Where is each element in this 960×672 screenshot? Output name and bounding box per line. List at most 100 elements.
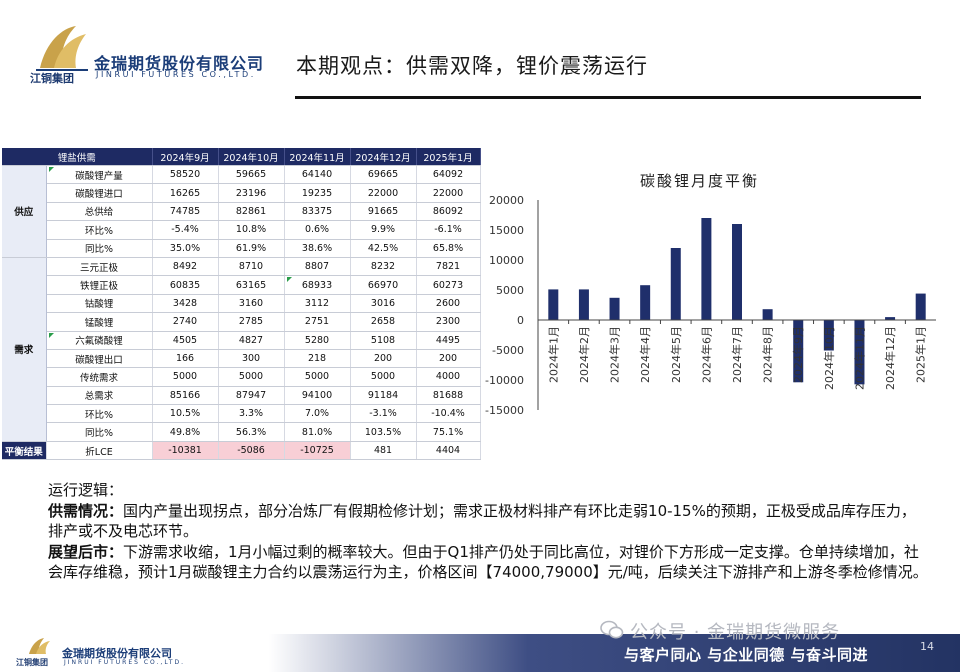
table-cell: 9.9%	[350, 220, 417, 240]
table-cell: 91184	[350, 386, 417, 406]
y-tick-label: -10000	[485, 374, 524, 387]
table-cell: 5280	[284, 331, 351, 350]
outlook-text: 下游需求收缩，1月小幅过剩的概率较大。但由于Q1排产仍处于同比高位，对锂价下方形…	[48, 542, 928, 582]
company-logo-icon	[32, 22, 92, 84]
table-row-balance: 平衡结果 折LCE -10381 -5086 -10725 481 4404	[2, 440, 481, 461]
table-cell: 91665	[350, 202, 417, 222]
chart-title: 碳酸锂月度平衡	[640, 172, 760, 190]
table-cell: 81.0%	[284, 422, 351, 442]
table-cell: 83375	[284, 202, 351, 222]
table-cell: 4495	[416, 331, 481, 350]
table-row: 碳酸锂出口 166 300 218 200 200	[2, 349, 481, 369]
footer-company-cn: 金瑞期货股份有限公司	[62, 647, 172, 660]
watermark-text: 公众号 · 金瑞期货微服务	[630, 622, 841, 643]
table-row: 传统需求 5000 5000 5000 5000 4000	[2, 367, 481, 387]
group-label-balance: 平衡结果	[2, 440, 47, 461]
table-cell: 61.9%	[218, 239, 285, 258]
supply-label: 供需情况：	[48, 501, 124, 520]
table-cell: 68933	[284, 275, 351, 295]
table-cell: -6.1%	[416, 220, 481, 240]
row-label: 碳酸锂产量	[46, 164, 153, 185]
bar	[640, 285, 651, 320]
outlook-paragraph: 展望后市：下游需求收缩，1月小幅过剩的概率较大。但由于Q1排产仍处于同比高位，对…	[48, 542, 928, 583]
bar	[732, 224, 742, 320]
table-cell: 8807	[284, 256, 351, 277]
table-cell: -5086	[218, 440, 285, 461]
supply-text: 国内产量出现拐点，部分冶炼厂有假期检修计划；需求正极材料排产有环比走弱10-15…	[48, 501, 916, 541]
group-label-demand: 需求	[2, 256, 47, 442]
table-row: 锰酸锂 2740 2785 2751 2658 2300	[2, 312, 481, 332]
table-cell: 4404	[416, 440, 481, 461]
y-tick-label: 15000	[489, 224, 524, 237]
table-cell: 38.6%	[284, 239, 351, 258]
bar	[854, 320, 865, 385]
table-row: 钴酸锂 3428 3160 3112 3016 2600	[2, 294, 481, 314]
table-row: 供应 碳酸锂产量 58520 59665 64140 69665 64092	[2, 164, 481, 258]
bar	[823, 320, 834, 351]
bar	[609, 297, 620, 320]
table-header-cell: 2024年11月	[284, 148, 351, 166]
table-cell: 60273	[416, 275, 481, 295]
table-cell: 2300	[416, 312, 481, 332]
bar	[578, 289, 589, 320]
table-cell: 2751	[284, 312, 351, 332]
slide-title: 本期观点：供需双降，锂价震荡运行	[296, 54, 648, 78]
table-cell: 2658	[350, 312, 417, 332]
x-tick-label: 2025年1月	[914, 326, 928, 383]
table-cell: 66970	[350, 275, 417, 295]
table-cell: 22000	[350, 183, 417, 203]
table-header-cell: 2024年10月	[218, 148, 285, 166]
table-cell: 0.6%	[284, 220, 351, 240]
table-cell: 63165	[218, 275, 285, 295]
table-cell: 3016	[350, 294, 417, 314]
table-cell: 82861	[218, 202, 285, 222]
table-cell: 4827	[218, 331, 285, 350]
row-label: 传统需求	[46, 367, 153, 387]
table-row: 需求 三元正极 8492 8710 8807 8232 7821	[2, 256, 481, 442]
y-tick-label: 10000	[489, 254, 524, 267]
x-tick-label: 2024年10月	[822, 326, 836, 390]
x-tick-label: 2024年6月	[699, 326, 713, 383]
table-cell: 200	[416, 349, 481, 369]
y-tick-label: 0	[517, 314, 524, 327]
table-cell: 64140	[284, 164, 351, 185]
table-cell: 300	[218, 349, 285, 369]
table-cell: 16265	[152, 183, 219, 203]
table-cell: 69665	[350, 164, 417, 185]
table-cell: 7.0%	[284, 404, 351, 424]
table-cell: 5000	[152, 367, 219, 387]
table-cell: 35.0%	[152, 239, 219, 258]
bar	[762, 309, 773, 320]
outlook-label: 展望后市：	[48, 542, 124, 561]
row-label: 同比%	[46, 422, 153, 442]
table-cell: 59665	[218, 164, 285, 185]
table-cell: 42.5%	[350, 239, 417, 258]
table-row: 同比% 49.8% 56.3% 81.0% 103.5% 75.1%	[2, 422, 481, 442]
bar	[701, 218, 712, 320]
row-label: 环比%	[46, 220, 153, 240]
row-label: 钴酸锂	[46, 294, 153, 314]
table-cell: 200	[350, 349, 417, 369]
table-cell: 86092	[416, 202, 481, 222]
group-label-supply: 供应	[2, 165, 47, 258]
table-cell: 74785	[152, 202, 219, 222]
table-cell: 85166	[152, 386, 219, 406]
bar	[915, 293, 926, 320]
y-tick-label: 20000	[489, 194, 524, 207]
table-cell: 75.1%	[416, 422, 481, 442]
table-cell: 58520	[152, 164, 219, 185]
x-tick-label: 2024年1月	[546, 326, 560, 383]
table-row: 环比% 10.5% 3.3% 7.0% -3.1% -10.4%	[2, 404, 481, 424]
table-cell: 5000	[284, 367, 351, 387]
table-header-cell: 2024年12月	[350, 148, 417, 166]
table-cell: 19235	[284, 183, 351, 203]
x-tick-label: 2024年4月	[638, 326, 652, 383]
table-cell: -10725	[284, 440, 351, 461]
row-label: 锰酸锂	[46, 312, 153, 332]
table-cell: 49.8%	[152, 422, 219, 442]
row-label: 折LCE	[46, 440, 153, 461]
analysis-text: 运行逻辑： 供需情况：国内产量出现拐点，部分冶炼厂有假期检修计划；需求正极材料排…	[48, 480, 928, 583]
wechat-icon	[600, 620, 624, 639]
row-label: 环比%	[46, 404, 153, 424]
y-tick-label: -15000	[485, 404, 524, 415]
